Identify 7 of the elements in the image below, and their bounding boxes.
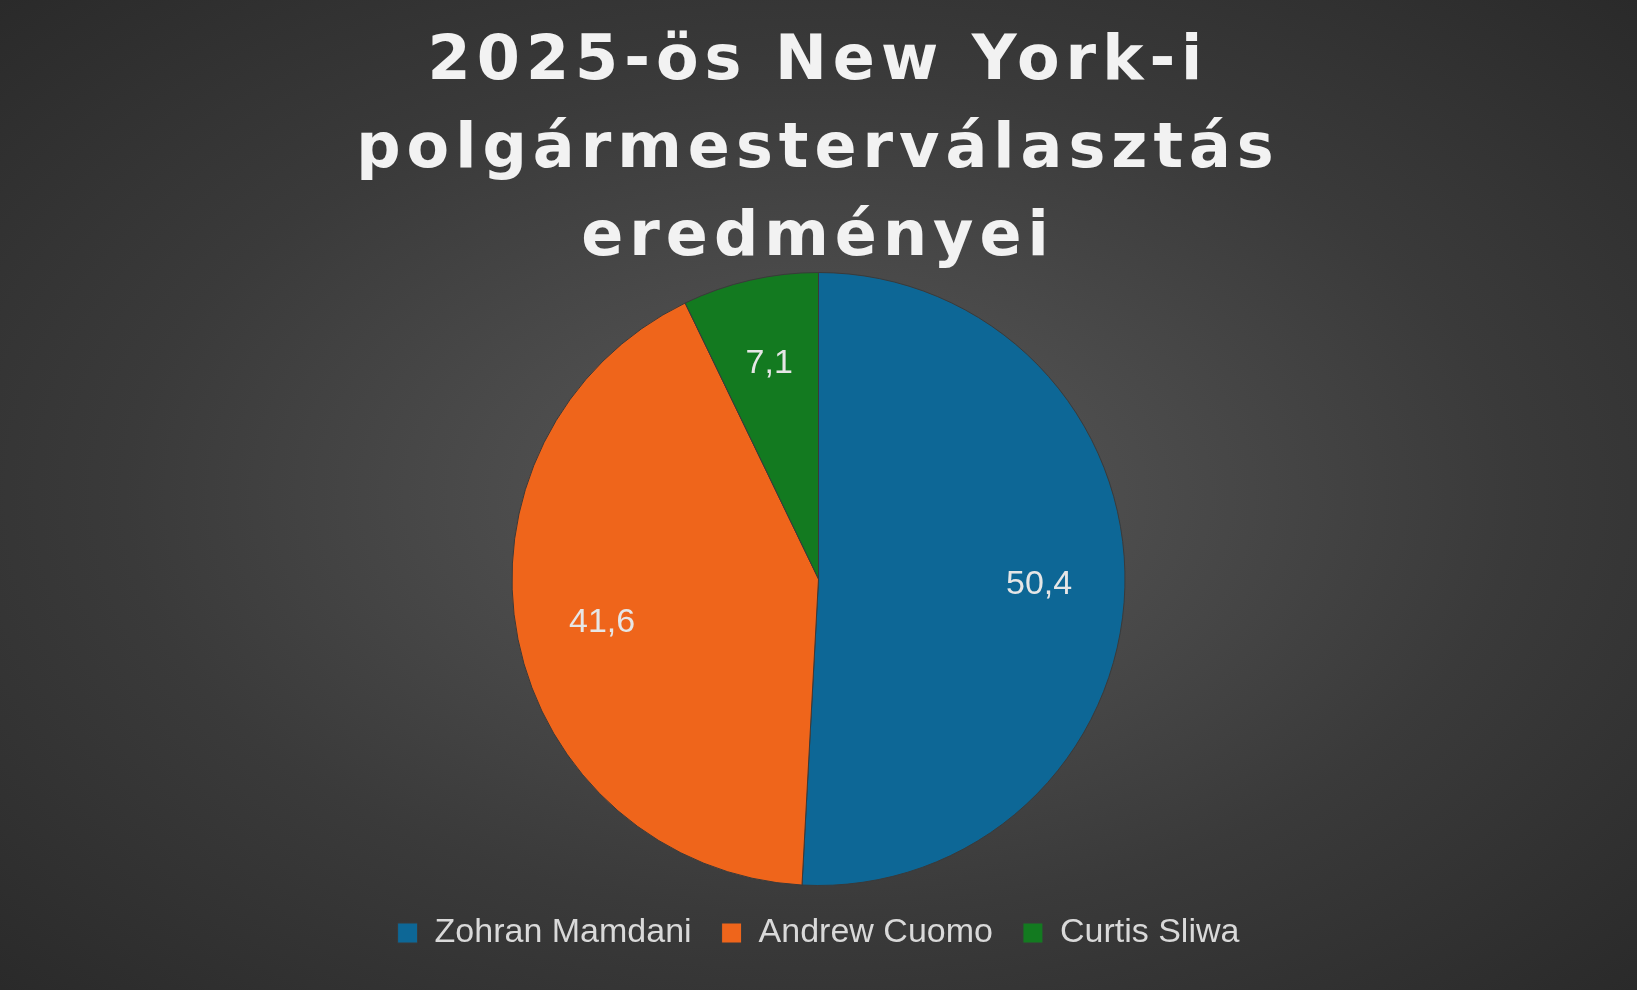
legend-label: Andrew Cuomo	[758, 911, 993, 950]
legend-label: Zohran Mamdani	[434, 911, 692, 950]
data-label: 50,4	[1006, 563, 1073, 602]
data-label: 7,1	[745, 342, 793, 381]
legend-label: Curtis Sliwa	[1059, 911, 1240, 950]
chart-title: 2025-ös New York-i polgármesterválasztás eredményei	[355, 20, 1281, 272]
data-label: 41,6	[569, 600, 636, 639]
